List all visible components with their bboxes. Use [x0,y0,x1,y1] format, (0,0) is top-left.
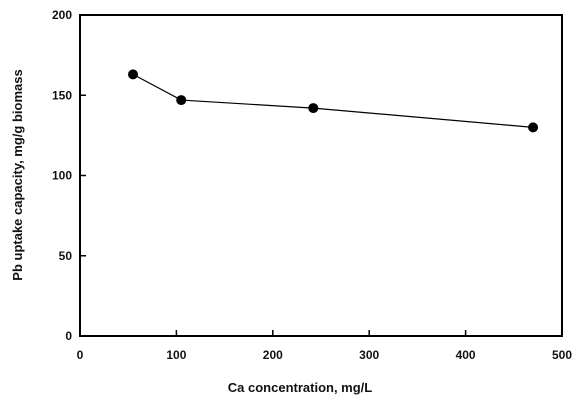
y-tick-label: 200 [52,8,72,22]
series-line [132,73,534,128]
x-axis-label: Ca concentration, mg/L [228,380,373,395]
data-point [128,69,139,80]
x-axis: 0 100 200 300 400 500 [77,330,572,362]
y-axis: 0 50 100 150 200 [52,8,86,343]
x-tick-label: 0 [77,348,84,362]
x-tick-label: 500 [552,348,572,362]
y-tick-label: 100 [52,169,72,183]
y-tick-label: 50 [59,249,73,263]
data-point [308,103,319,114]
plot-area [79,14,563,337]
data-point [528,122,539,133]
x-tick-label: 200 [263,348,283,362]
y-tick-label: 150 [52,88,72,102]
x-tick-label: 100 [166,348,186,362]
y-tick-label: 0 [65,329,72,343]
y-axis-label: Pb uptake capacity, mg/g biomass [10,69,25,280]
data-point [176,95,187,106]
x-tick-label: 400 [456,348,476,362]
x-tick-label: 300 [359,348,379,362]
data-markers [128,69,539,133]
